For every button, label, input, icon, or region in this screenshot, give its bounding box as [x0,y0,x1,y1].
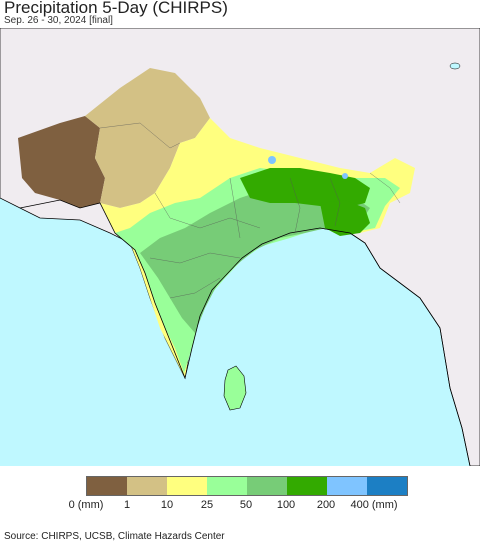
legend-label-2: 10 [160,499,174,511]
sri-lanka [223,365,247,411]
legend-labels: 0 (mm) 1 10 25 50 100 200 400 (mm) [0,499,480,513]
precipitation-map [0,28,480,466]
region-very-wet-east [320,200,370,236]
legend-swatch-5 [287,477,327,495]
legend-swatch-1 [127,477,167,495]
legend-colorbar [86,476,408,496]
region-light-north [85,68,210,208]
legend-label-6: 200 [316,499,336,511]
map-title: Precipitation 5-Day (CHIRPS) [4,0,228,17]
legend-label-4: 50 [239,499,253,511]
legend-swatch-3 [207,477,247,495]
legend-label-3: 25 [200,499,214,511]
legend-swatch-4 [247,477,287,495]
legend-label-0: 0 (mm) [68,499,104,511]
legend-label-7: 400 (mm) [350,499,398,511]
region-dry-west [18,116,105,208]
coastline [19,199,471,466]
admin-borders [99,122,401,299]
source-credit: Source: CHIRPS, UCSB, Climate Hazards Ce… [4,531,225,542]
map-date-range: Sep. 26 - 30, 2024 [final] [4,15,113,26]
legend-swatch-7 [367,477,407,495]
region-heavy-1 [268,156,276,164]
region-wet [140,188,370,333]
region-very-wet [240,168,370,208]
legend-label-5: 100 [276,499,296,511]
legend-swatch-6 [327,477,367,495]
legend-swatch-0 [87,477,127,495]
legend-swatch-2 [167,477,207,495]
legend-label-1: 1 [123,499,131,511]
lake [449,62,461,70]
region-heavy-2 [342,173,348,179]
